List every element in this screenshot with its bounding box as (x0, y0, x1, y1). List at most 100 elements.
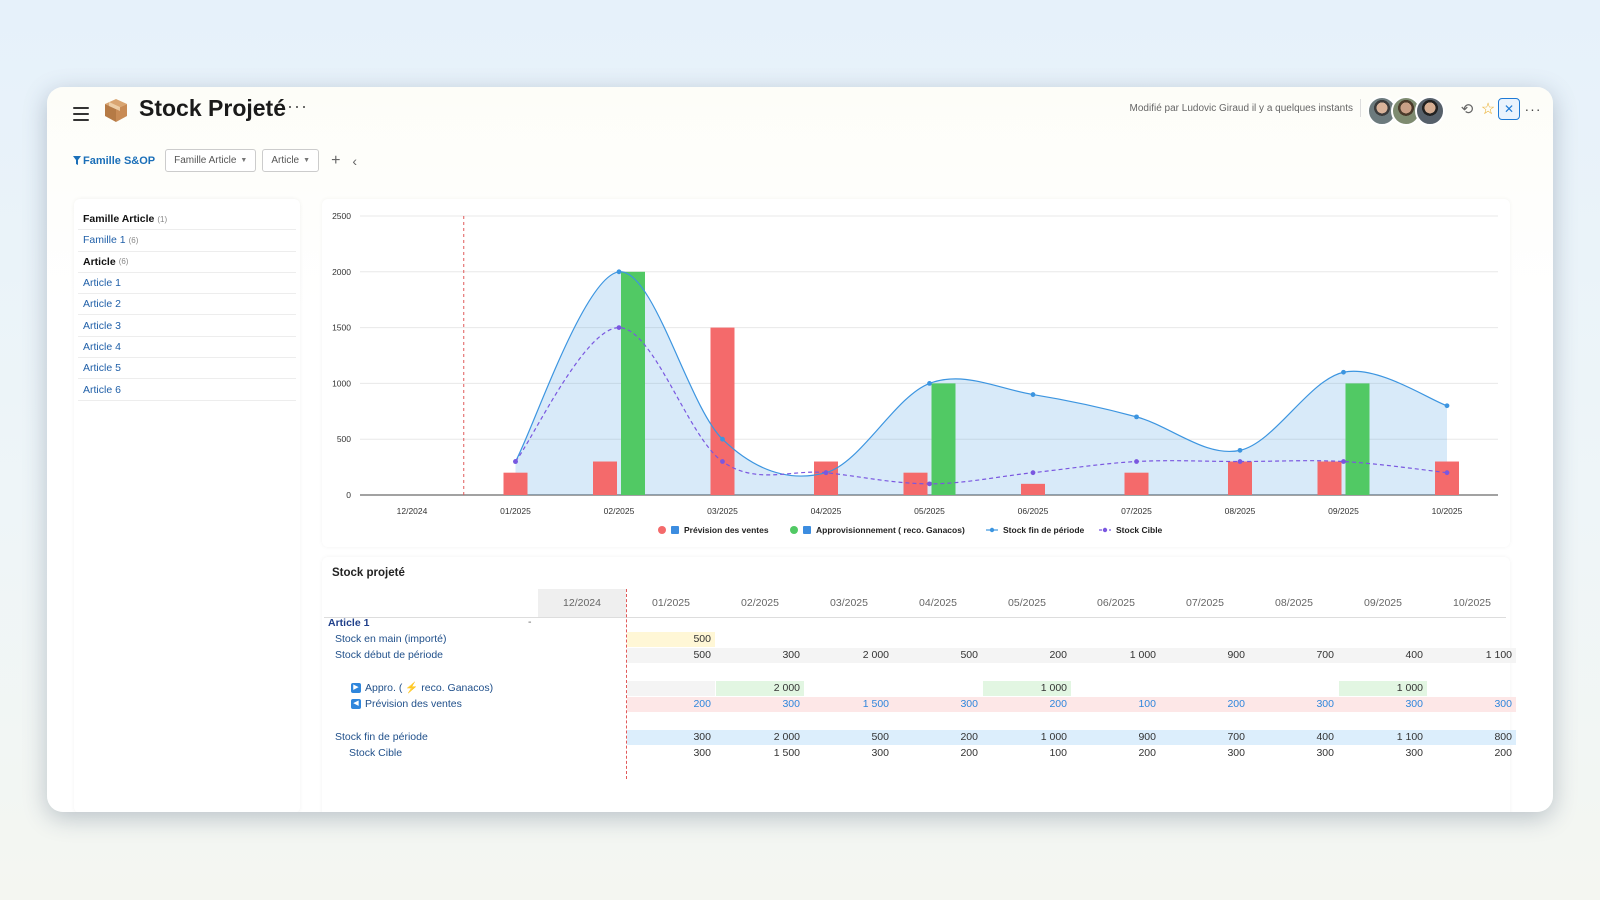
table-cell[interactable] (805, 632, 893, 647)
table-cell[interactable]: 200 (960, 747, 978, 759)
table-cell[interactable]: 300 (782, 649, 800, 661)
table-cell[interactable]: 300 (1405, 698, 1423, 710)
table-cell[interactable]: 100 (1049, 747, 1067, 759)
table-cell[interactable]: 800 (1494, 731, 1512, 743)
table-cell[interactable]: 300 (871, 747, 889, 759)
collaborator-avatars[interactable] (1367, 96, 1445, 126)
table-cell[interactable]: 2 000 (773, 682, 800, 694)
title-more-icon[interactable]: ··· (287, 96, 308, 116)
add-filter-icon[interactable]: + (331, 151, 341, 169)
table-cell[interactable] (894, 681, 982, 696)
sidebar-item-article-4[interactable]: Article 4 (78, 337, 296, 359)
sidebar-item-famille-1[interactable]: Famille 1 (6) (78, 230, 296, 252)
legend-dot (658, 526, 666, 534)
legend-dot (1102, 527, 1108, 533)
stock-target-point (616, 325, 622, 330)
table-cell[interactable]: 300 (1227, 747, 1245, 759)
table-cell[interactable]: 300 (1316, 747, 1334, 759)
x-tick-label: 01/2025 (500, 506, 531, 516)
y-tick-label: 2500 (332, 211, 351, 221)
x-tick-label: 03/2025 (707, 506, 738, 516)
history-icon[interactable]: ⟲ (1460, 101, 1474, 118)
table-cell[interactable] (716, 632, 804, 647)
table-cell[interactable] (805, 681, 893, 696)
table-cell[interactable]: 700 (1316, 649, 1334, 661)
table-cell[interactable]: 400 (1316, 731, 1334, 743)
tools-icon[interactable]: ✕ (1498, 98, 1520, 120)
table-cell[interactable]: 200 (1049, 649, 1067, 661)
y-tick-label: 0 (346, 490, 351, 500)
table-cell[interactable]: 1 000 (1396, 682, 1423, 694)
table-cell[interactable]: 1 500 (773, 747, 800, 759)
table-cell[interactable]: 300 (1405, 747, 1423, 759)
table-cell[interactable]: 900 (1227, 649, 1245, 661)
avatar[interactable] (1415, 96, 1445, 126)
article-dropdown[interactable]: Article ▼ (262, 149, 320, 172)
sidebar-item-article-2[interactable]: Article 2 (78, 294, 296, 316)
table-cell[interactable] (1250, 632, 1338, 647)
table-cell[interactable] (894, 632, 982, 647)
table-cell[interactable]: 200 (693, 698, 711, 710)
table-cell[interactable]: 200 (1494, 747, 1512, 759)
table-cell[interactable]: 500 (693, 633, 711, 645)
table-cell[interactable]: 400 (1405, 649, 1423, 661)
group-collapse-toggle[interactable]: - (528, 616, 532, 628)
table-cell[interactable] (1339, 632, 1427, 647)
table-cell[interactable] (1428, 681, 1516, 696)
table-cell[interactable] (1428, 632, 1516, 647)
row-label: Prévision des ventes (365, 698, 462, 710)
table-cell[interactable]: 500 (960, 649, 978, 661)
table-cell[interactable]: 900 (1138, 731, 1156, 743)
famille-sop-filter[interactable]: Famille S&OP (73, 155, 155, 167)
table-cell[interactable]: 300 (1494, 698, 1512, 710)
column-header: 06/2025 (1097, 597, 1135, 609)
stock-target-point (1341, 459, 1346, 464)
table-cell[interactable]: 2 000 (773, 731, 800, 743)
table-cell[interactable]: 200 (1049, 698, 1067, 710)
sales-forecast-bar (1435, 461, 1459, 495)
caret-down-icon: ▼ (240, 157, 248, 164)
more-icon[interactable]: ··· (1524, 101, 1542, 117)
chevron-left-icon[interactable]: ‹ (352, 152, 358, 169)
arrow-right-icon: ▶ (351, 683, 361, 693)
table-cell[interactable] (1072, 681, 1160, 696)
table-cell[interactable]: 300 (693, 731, 711, 743)
sidebar-item-article-6[interactable]: Article 6 (78, 379, 296, 401)
sidebar-article-head: Article (6) (78, 252, 296, 273)
famille-article-dropdown[interactable]: Famille Article ▼ (165, 149, 257, 172)
table-cell[interactable]: 1 000 (1040, 731, 1067, 743)
table-cell[interactable]: 1 100 (1485, 649, 1512, 661)
table-cell[interactable]: 200 (1138, 747, 1156, 759)
filter-bar: Famille S&OP Famille Article ▼ Article ▼ +… (73, 149, 357, 172)
sidebar-item-article-1[interactable]: Article 1 (78, 273, 296, 295)
table-cell[interactable]: 300 (1316, 698, 1334, 710)
table-cell[interactable] (627, 681, 715, 696)
table-cell[interactable]: 700 (1227, 731, 1245, 743)
table-cell[interactable]: 100 (1138, 698, 1156, 710)
table-cell[interactable] (1250, 681, 1338, 696)
hamburger-menu-icon[interactable] (73, 107, 89, 121)
table-cell[interactable]: 300 (782, 698, 800, 710)
table-cell[interactable]: 1 100 (1396, 731, 1423, 743)
sales-forecast-bar (1317, 461, 1342, 495)
table-cell[interactable]: 2 000 (862, 649, 889, 661)
table-cell[interactable]: 200 (1227, 698, 1245, 710)
table-cell[interactable]: 1 500 (862, 698, 889, 710)
table-cell[interactable]: 1 000 (1040, 682, 1067, 694)
cell-highlight (627, 681, 715, 696)
table-cell[interactable]: 500 (693, 649, 711, 661)
table-cell[interactable] (1161, 681, 1249, 696)
table-cell[interactable]: 300 (693, 747, 711, 759)
table-cell[interactable]: 200 (960, 731, 978, 743)
table-cell[interactable] (983, 632, 1071, 647)
table-cell[interactable]: 500 (871, 731, 889, 743)
sales-forecast-bar (593, 461, 617, 495)
star-icon[interactable]: ☆ (1480, 101, 1496, 118)
sidebar-item-article-5[interactable]: Article 5 (78, 358, 296, 380)
table-cell[interactable]: 1 000 (1129, 649, 1156, 661)
table-cell[interactable] (1072, 632, 1160, 647)
table-cell[interactable] (1161, 632, 1249, 647)
sidebar-item-article-3[interactable]: Article 3 (78, 315, 296, 337)
table-cell[interactable]: 300 (960, 698, 978, 710)
sidebar-famille-head: Famille Article (1) (78, 209, 296, 231)
